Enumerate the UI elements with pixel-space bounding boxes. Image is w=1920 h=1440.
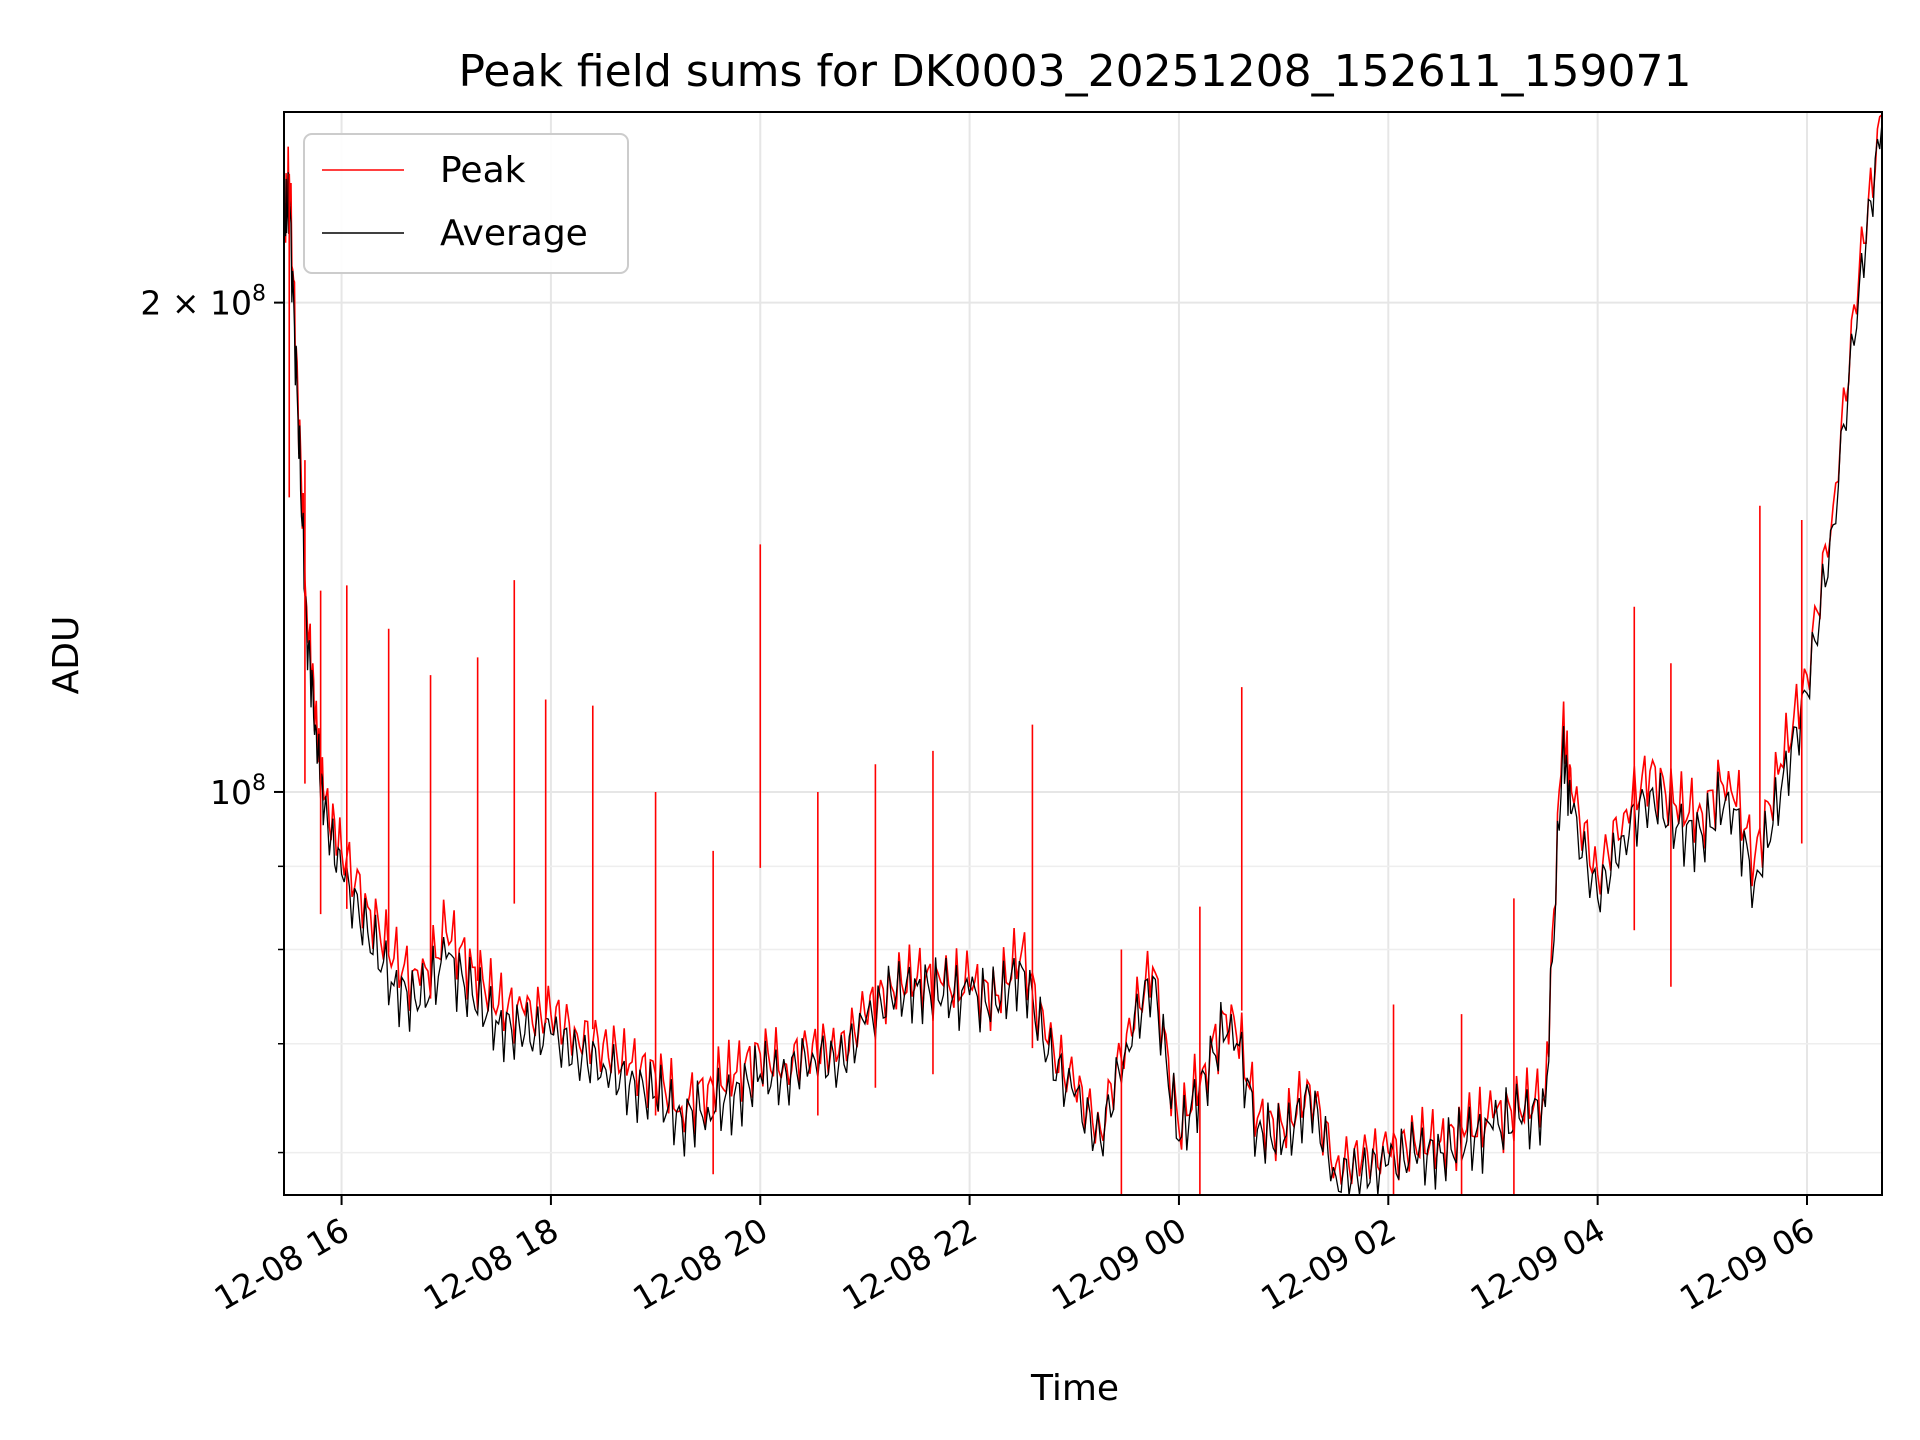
- series-line-peak: [283, 114, 1883, 1185]
- y-tick-label: 2 × 108: [140, 282, 266, 323]
- series-layer: [283, 114, 1883, 1196]
- axes-layer: [283, 111, 1883, 1196]
- chart-title: Peak field sums for DK0003_20251208_1526…: [458, 46, 1691, 97]
- legend: Peak Average: [303, 133, 629, 274]
- legend-average-label: Average: [440, 213, 588, 254]
- legend-box: [303, 133, 629, 274]
- legend-peak-label: Peak: [440, 150, 526, 191]
- x-axis-label: Time: [1030, 1368, 1119, 1409]
- y-axis-label: ADU: [46, 616, 87, 695]
- series-line-average: [283, 122, 1883, 1196]
- plot-frame: [283, 111, 1883, 1196]
- y-tick-label: 108: [210, 771, 266, 812]
